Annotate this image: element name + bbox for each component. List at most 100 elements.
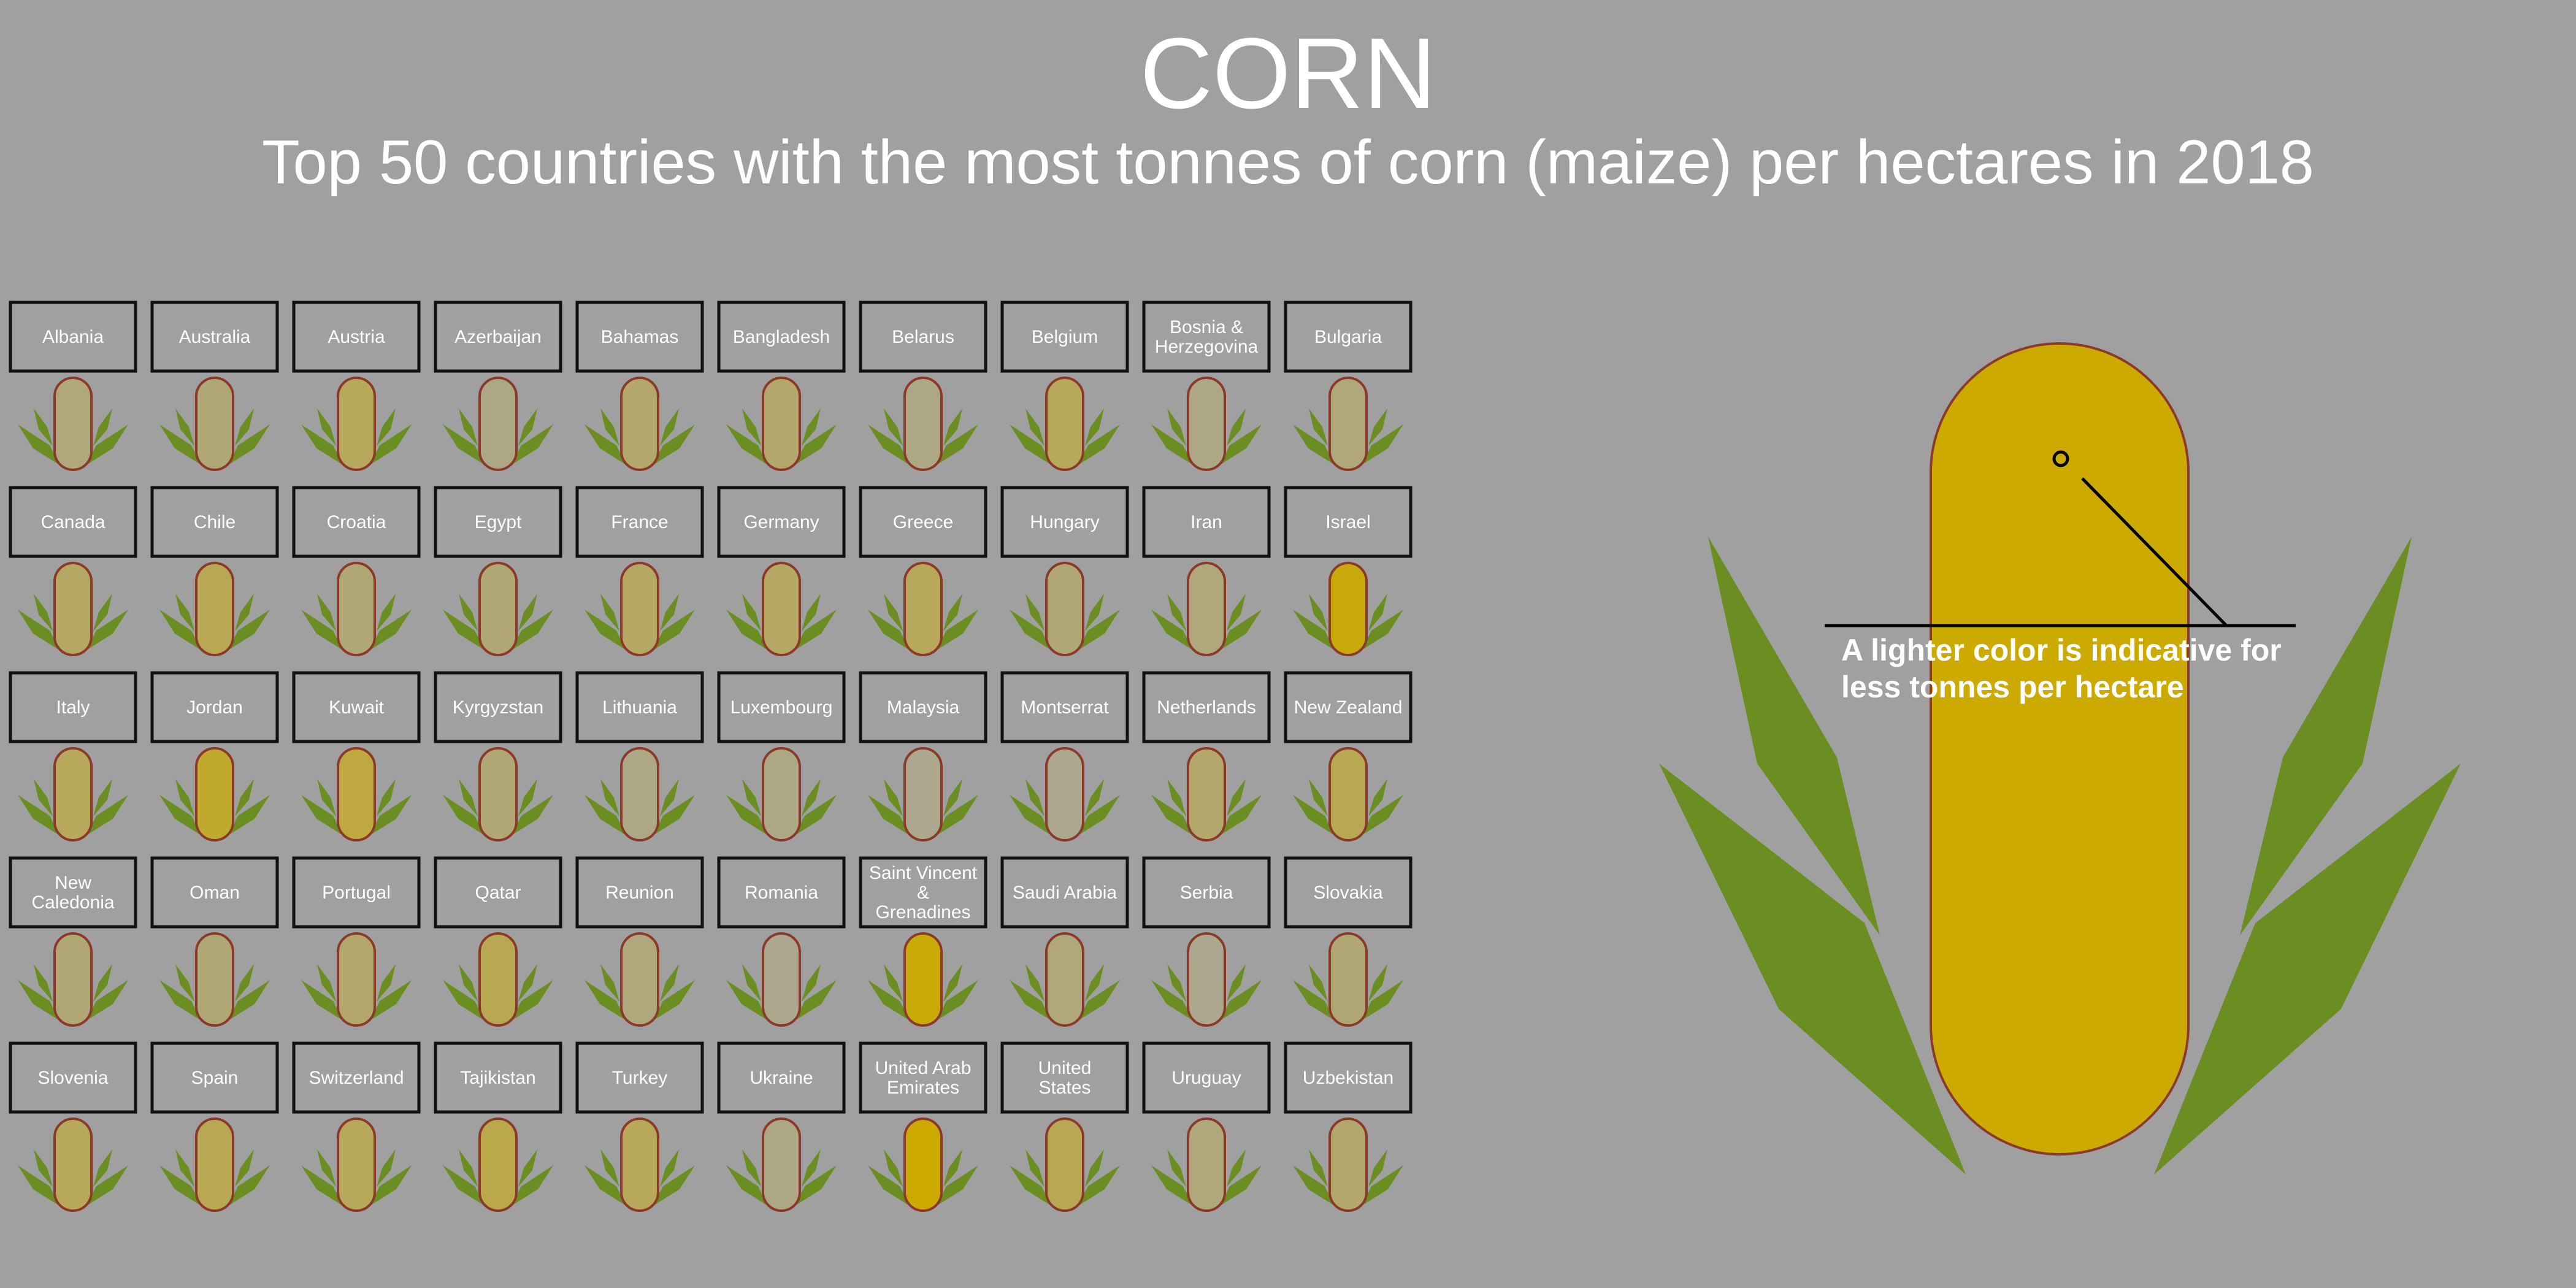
- corn-leaves: [585, 594, 695, 650]
- corn-leaf: [317, 1149, 336, 1187]
- corn-leaf: [1368, 779, 1387, 816]
- corn-cob: [620, 932, 659, 1027]
- country-cell-bulgaria: Bulgaria: [1284, 301, 1413, 471]
- corn-leaf: [34, 408, 53, 446]
- corn-leaf: [660, 408, 679, 446]
- corn-leaf: [600, 408, 619, 446]
- country-label: Bosnia & Herzegovina: [1155, 317, 1259, 357]
- corn-leaves: [159, 408, 270, 465]
- country-cell-serbia: Serbia: [1142, 856, 1271, 1027]
- corn-cob: [478, 747, 518, 841]
- corn-leaf: [802, 594, 821, 631]
- corn-leaf: [1227, 594, 1246, 631]
- corn-leaf: [1151, 980, 1193, 1021]
- country-label: Greece: [893, 512, 953, 532]
- corn-leaf: [228, 610, 270, 650]
- corn-leaf: [86, 795, 128, 835]
- country-label: Uzbekistan: [1303, 1068, 1393, 1088]
- country-box: [859, 301, 987, 373]
- corn-leaf: [370, 424, 412, 465]
- country-cell-tajikistan: Tajikistan: [434, 1041, 562, 1212]
- country-cell-saint-vincent-grenadines: Saint Vincent & Grenadines: [859, 856, 987, 1027]
- corn-cob: [1328, 747, 1368, 841]
- corn-leaves: [1010, 594, 1120, 650]
- corn-leaf: [370, 610, 412, 650]
- corn-leaf: [653, 610, 695, 650]
- corn-leaves: [726, 964, 837, 1021]
- country-cell-ukraine: Ukraine: [717, 1041, 846, 1212]
- country-label: Ukraine: [749, 1068, 813, 1088]
- corn-cob: [53, 932, 93, 1027]
- country-box: [717, 1041, 846, 1114]
- country-box: [1000, 1041, 1129, 1114]
- corn-leaf: [175, 1149, 194, 1187]
- corn-leaf: [1151, 610, 1193, 650]
- country-label: Bangladesh: [733, 327, 830, 347]
- corn-leaf: [1227, 964, 1246, 1002]
- corn-leaf: [742, 594, 761, 631]
- corn-leaf: [653, 980, 695, 1021]
- corn-leaf: [868, 795, 910, 835]
- country-cell-oman: Oman: [150, 856, 279, 1027]
- corn-cob: [762, 932, 801, 1027]
- corn-leaves: [585, 1149, 695, 1206]
- corn-leaf: [317, 408, 336, 446]
- country-label: Uruguay: [1171, 1068, 1241, 1088]
- chart-subtitle: Top 50 countries with the most tonnes of…: [262, 128, 2314, 197]
- corn-cob: [1328, 562, 1368, 656]
- corn-cob: [337, 377, 376, 471]
- country-cell-slovenia: Slovenia: [9, 1041, 137, 1212]
- country-label: Israel: [1325, 512, 1370, 532]
- corn-cob: [1045, 932, 1084, 1027]
- country-label: New Caledonia: [31, 873, 114, 913]
- corn-leaf: [301, 980, 343, 1021]
- corn-leaf: [159, 980, 201, 1021]
- corn-cob: [903, 747, 943, 841]
- country-label: Azerbaijan: [454, 327, 542, 347]
- corn-leaf: [1362, 1165, 1403, 1206]
- corn-leaf: [1293, 424, 1335, 465]
- country-label: Tajikistan: [460, 1068, 535, 1088]
- country-cell-luxembourg: Luxembourg: [717, 671, 846, 841]
- corn-cob: [1045, 377, 1084, 471]
- country-box: [9, 856, 137, 929]
- corn-leaf: [585, 795, 626, 835]
- corn-leaf: [1078, 424, 1120, 465]
- country-label: Switzerland: [309, 1068, 404, 1088]
- country-box: [1142, 1041, 1271, 1114]
- corn-leaf: [1309, 779, 1328, 816]
- corn-leaves: [159, 779, 270, 835]
- corn-leaf: [518, 964, 537, 1002]
- corn-leaf: [34, 1149, 53, 1187]
- corn-leaf: [159, 1165, 201, 1206]
- corn-leaf: [1151, 1165, 1193, 1206]
- corn-cob: [1328, 377, 1368, 471]
- country-box: [292, 671, 421, 743]
- country-box: [9, 486, 137, 558]
- country-label: Hungary: [1030, 512, 1099, 532]
- corn-leaf: [1151, 424, 1193, 465]
- legend-note: A lighter color is indicative for less t…: [1841, 633, 2282, 704]
- country-cell-belgium: Belgium: [1000, 301, 1129, 471]
- corn-leaf: [726, 1165, 768, 1206]
- corn-leaf: [660, 1149, 679, 1187]
- country-label: Kuwait: [329, 697, 385, 718]
- corn-leaf: [317, 964, 336, 1002]
- country-label: Slovakia: [1313, 883, 1383, 903]
- country-cell-portugal: Portugal: [292, 856, 421, 1027]
- corn-leaf: [235, 408, 254, 446]
- chart-title: CORN: [1140, 17, 1436, 129]
- corn-leaf: [228, 980, 270, 1021]
- country-box: [1142, 671, 1271, 743]
- legend-leaf-left-upper: [1708, 537, 1880, 935]
- corn-leaf: [1368, 964, 1387, 1002]
- country-cell-united-states: United States: [1000, 1041, 1129, 1212]
- corn-leaf: [795, 1165, 837, 1206]
- corn-leaf: [317, 594, 336, 631]
- corn-leaves: [1010, 1149, 1120, 1206]
- legend-leaf-right-lower: [2154, 764, 2461, 1175]
- corn-leaves: [443, 779, 553, 835]
- corn-leaves: [1293, 779, 1403, 835]
- country-box: [292, 856, 421, 929]
- corn-leaf: [159, 424, 201, 465]
